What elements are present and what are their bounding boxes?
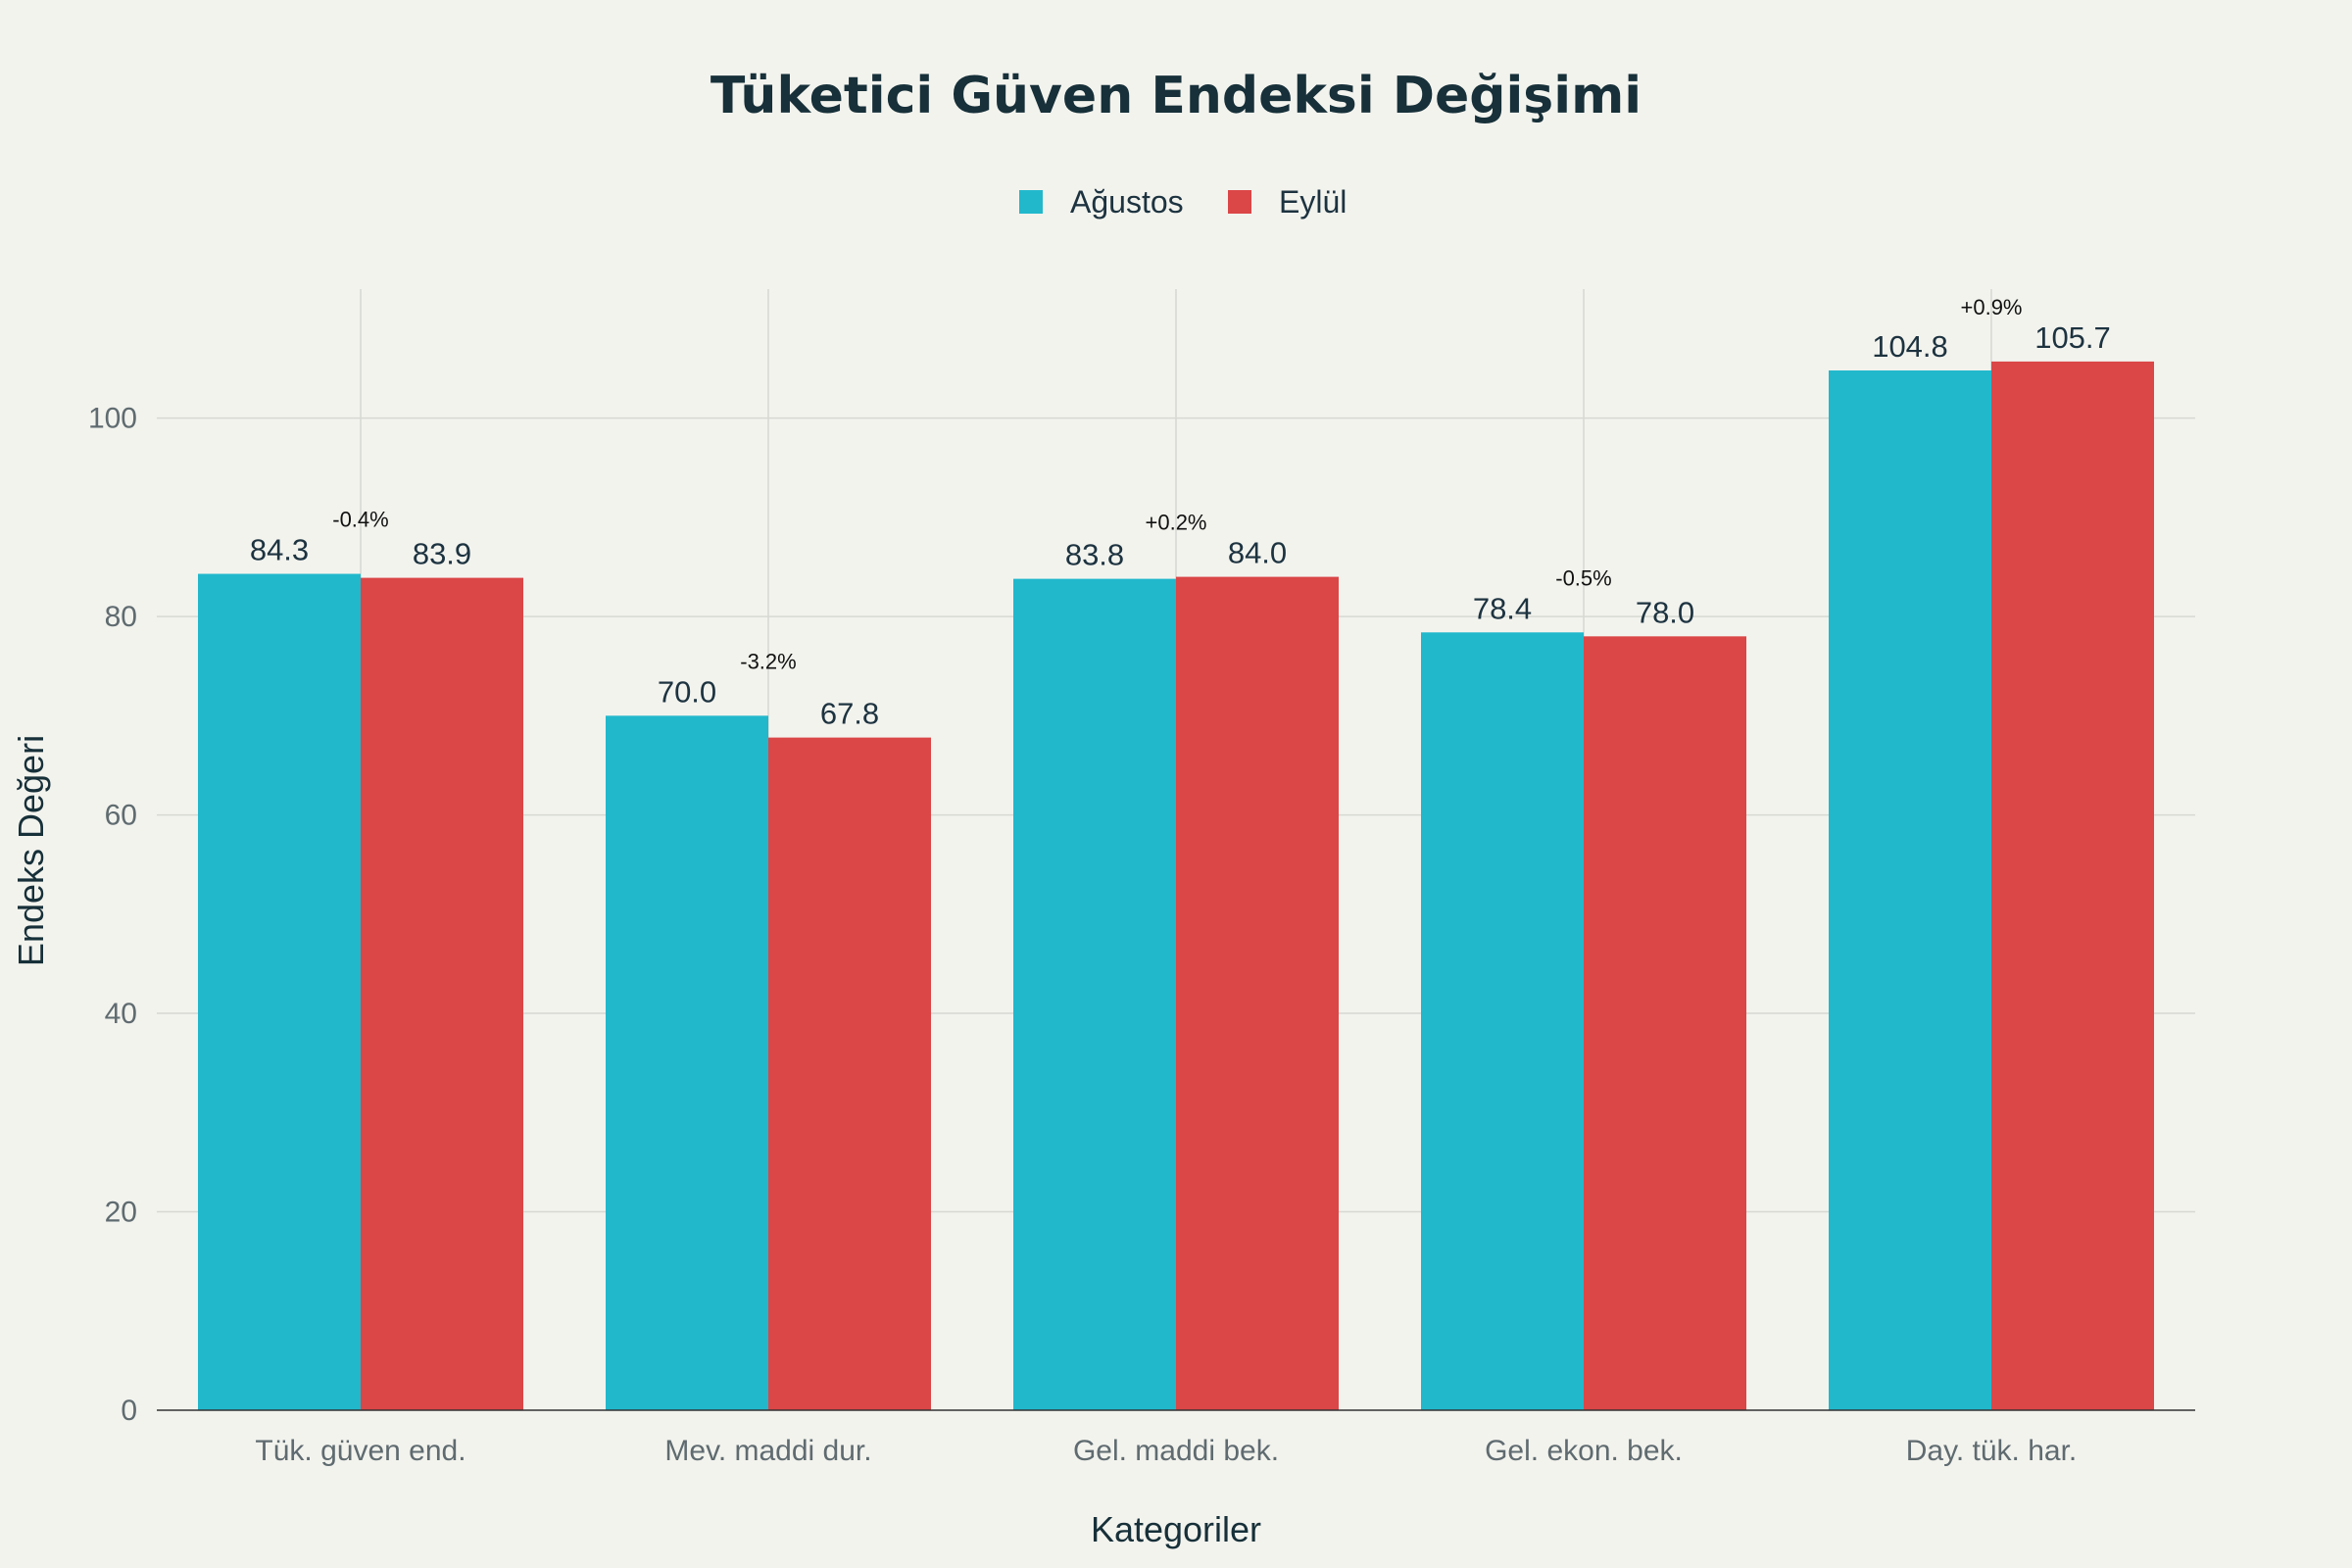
bar-eylul [361,577,523,1410]
legend-label-eylul: Eylül [1279,184,1347,220]
x-tick-label: Tük. güven end. [255,1435,466,1467]
y-tick-label: 0 [121,1395,137,1427]
x-tick-label: Mev. maddi dur. [664,1435,871,1467]
bar-agustos [1829,370,1991,1411]
bar-value-label: 104.8 [1872,329,1948,364]
bar-agustos [198,573,361,1410]
bars [198,361,2154,1411]
bar-value-label: 105.7 [2034,320,2111,355]
bar-eylul [1584,636,1746,1410]
bar-value-label: 78.4 [1473,591,1532,625]
x-axis-ticks: Tük. güven end. Mev. maddi dur. Gel. maddi… [255,1435,2077,1467]
y-tick-label: 80 [105,601,137,633]
change-label: -3.2% [740,649,796,673]
bar-value-label: 83.9 [413,537,471,571]
change-label: -0.5% [1555,565,1611,590]
bar-value-label: 78.0 [1636,595,1694,629]
x-tick-label: Gel. ekon. bek. [1485,1435,1683,1467]
legend: Ağustos Eylül [1019,184,1347,220]
x-axis-title: Kategoriler [1091,1509,1261,1549]
y-axis-title: Endeks Değeri [11,735,51,966]
y-tick-label: 20 [105,1197,137,1229]
change-label: +0.9% [1961,295,2023,319]
bar-value-label: 84.3 [250,533,309,567]
bar-value-label: 83.8 [1065,538,1124,572]
bar-agustos [1421,632,1584,1410]
legend-swatch-agustos [1019,190,1043,214]
bar-eylul [768,737,931,1410]
change-label: -0.4% [332,508,388,532]
legend-swatch-eylul [1228,190,1251,214]
bar-value-label: 70.0 [658,674,716,709]
bar-value-label: 67.8 [820,697,879,731]
value-labels: 84.3 83.9 -0.4% 70.0 67.8 -3.2% 83.8 84.0 +0.2% 7… [250,295,2111,731]
bar-agustos [606,715,768,1410]
chart-title: Tüketici Güven Endeksi Değişimi [710,67,1642,125]
bar-value-label: 84.0 [1228,536,1287,570]
bar-agustos [1013,578,1176,1410]
bar-eylul [1991,361,2154,1410]
x-tick-label: Gel. maddi bek. [1073,1435,1279,1467]
change-label: +0.2% [1146,511,1207,535]
y-tick-label: 60 [105,800,137,832]
y-tick-label: 100 [88,403,137,435]
y-axis-ticks: 0 20 40 60 80 100 [88,403,137,1427]
legend-label-agustos: Ağustos [1070,184,1184,220]
x-tick-label: Day. tük. har. [1906,1435,2078,1467]
y-tick-label: 40 [105,998,137,1030]
bar-eylul [1176,576,1339,1410]
